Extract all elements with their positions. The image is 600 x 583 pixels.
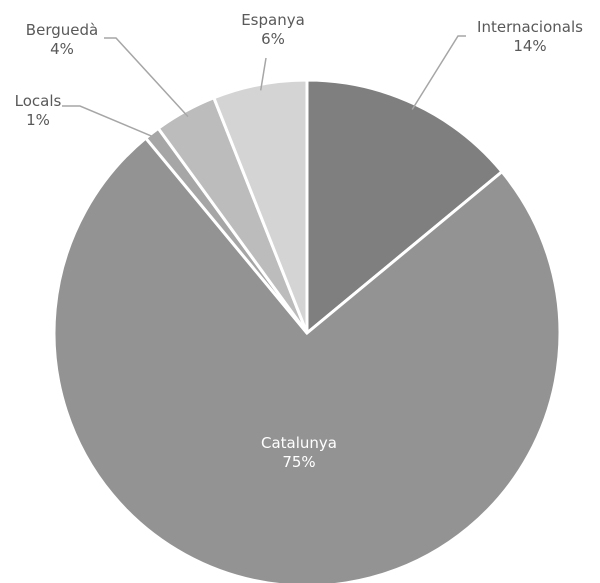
leader-line-internacionals (411, 35, 466, 110)
label-locals: Locals 1% (15, 92, 62, 129)
label-bergueda: Berguedà 4% (26, 21, 98, 58)
label-catalunya: Catalunya 75% (261, 434, 337, 471)
leader-line-bergueda (104, 37, 189, 118)
leader-lines (62, 35, 466, 139)
slice-catalunya (52, 135, 562, 583)
leader-line-espanya (259, 57, 267, 91)
leader-line-locals (62, 105, 156, 139)
label-bergueda-value: 4% (50, 40, 74, 58)
label-locals-name: Locals (15, 92, 62, 110)
label-catalunya-value: 75% (282, 453, 315, 471)
slice-espanya (211, 78, 309, 334)
label-internacionals-name: Internacionals (477, 18, 583, 36)
label-locals-value: 1% (26, 111, 50, 129)
label-catalunya-name: Catalunya (261, 434, 337, 452)
pie-slices (52, 78, 562, 583)
label-internacionals: Internacionals 14% (477, 18, 583, 55)
label-espanya-value: 6% (261, 30, 285, 48)
label-bergueda-name: Berguedà (26, 21, 98, 39)
label-espanya-name: Espanya (241, 11, 305, 29)
label-espanya: Espanya 6% (241, 11, 305, 48)
label-internacionals-value: 14% (513, 37, 546, 55)
